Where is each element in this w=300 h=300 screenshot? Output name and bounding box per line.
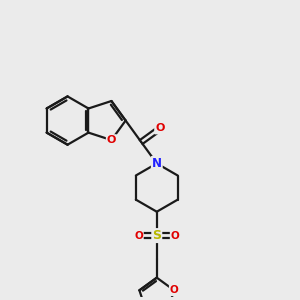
Text: O: O <box>107 135 116 145</box>
Text: O: O <box>134 231 143 241</box>
Text: N: N <box>152 157 162 170</box>
Text: O: O <box>170 285 178 295</box>
Text: O: O <box>155 124 164 134</box>
Text: O: O <box>171 231 179 241</box>
Text: S: S <box>152 229 161 242</box>
